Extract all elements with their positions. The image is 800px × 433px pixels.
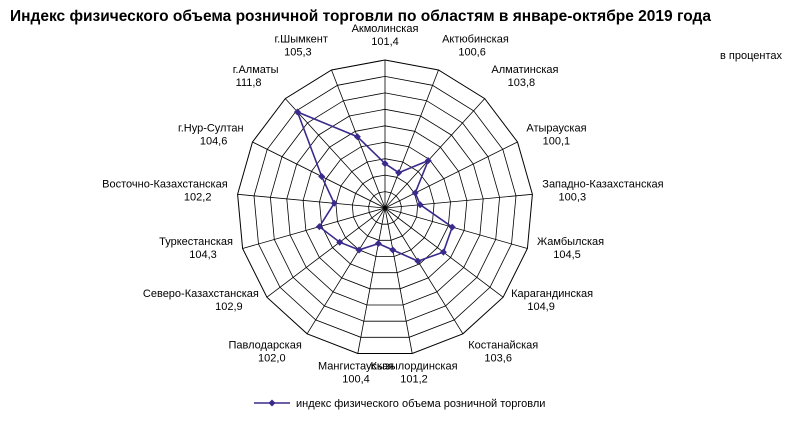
value-label-11: 102,9	[215, 301, 243, 313]
value-label-0: 101,4	[371, 36, 399, 48]
category-label-15: г.Алматы	[233, 64, 279, 76]
category-label-12: Туркестанская	[159, 236, 233, 248]
category-label-7: Костанайская	[468, 339, 538, 351]
grid-spoke	[242, 207, 386, 249]
value-label-6: 104,9	[527, 301, 555, 313]
grid-spoke	[306, 207, 386, 335]
value-label-13: 102,2	[184, 191, 212, 203]
data-point-15	[293, 108, 301, 116]
value-label-7: 103,6	[484, 352, 512, 364]
grid-ring	[302, 125, 468, 290]
category-label-9: Мангистауская	[318, 360, 394, 372]
grid-spoke	[384, 69, 439, 209]
grid-spoke	[357, 207, 386, 354]
data-point-6	[439, 248, 447, 256]
category-label-13: Восточно-Казахстанская	[102, 178, 228, 190]
unit-label: в процентах	[720, 50, 782, 62]
data-point-11	[336, 238, 344, 246]
value-label-8: 101,2	[400, 373, 428, 385]
category-label-0: Акмолинская	[352, 23, 419, 35]
category-label-11: Северо-Казахстанская	[143, 288, 259, 300]
grid-spoke	[384, 141, 518, 209]
legend-label: индекс физического объема розничной торг…	[296, 398, 545, 410]
series-group	[293, 108, 456, 265]
value-label-4: 100,3	[559, 191, 587, 203]
data-point-7	[414, 257, 422, 265]
grid-spoke	[285, 98, 386, 209]
data-point-16	[353, 133, 361, 141]
data-point-8	[389, 246, 397, 254]
grid-spoke	[252, 141, 386, 209]
grid-spoke	[237, 193, 386, 209]
grid-ring	[368, 191, 402, 225]
value-label-3: 100,1	[543, 136, 571, 148]
legend-marker	[268, 399, 276, 407]
value-label-5: 104,5	[553, 249, 581, 261]
category-label-2: Алматинская	[491, 64, 558, 76]
category-label-8: Кызылординская	[370, 360, 457, 372]
value-label-14: 104,6	[200, 136, 228, 148]
data-point-14	[318, 172, 326, 180]
chart-title: Индекс физического объема розничной торг…	[10, 8, 711, 25]
category-label-10: Павлодарская	[228, 339, 301, 351]
radar-grid	[237, 59, 533, 354]
grid-ring	[237, 59, 533, 354]
grid-ring	[319, 141, 451, 274]
series-line	[296, 110, 454, 262]
data-point-12	[315, 223, 323, 231]
category-label-1: Актюбинская	[442, 34, 509, 46]
category-label-16: г.Шымкент	[274, 34, 327, 46]
data-point-4	[416, 201, 424, 209]
grid-spoke	[384, 207, 464, 335]
value-label-15: 111,8	[236, 77, 262, 89]
grid-ring	[269, 92, 501, 322]
grid-spoke	[384, 207, 528, 249]
value-label-9: 100,4	[342, 373, 370, 385]
grid-ring	[335, 158, 435, 257]
grid-ring	[253, 75, 517, 338]
legend: индекс физического объема розничной торг…	[254, 398, 545, 410]
data-point-3	[411, 189, 419, 197]
data-point-13	[330, 199, 338, 207]
data-point-1	[395, 169, 403, 177]
value-label-10: 102,0	[258, 352, 286, 364]
grid-ring	[286, 108, 484, 306]
category-label-14: г.Нур-Султан	[178, 123, 244, 135]
data-point-9	[374, 240, 382, 248]
value-label-2: 103,8	[508, 77, 536, 89]
data-point-2	[424, 157, 432, 165]
category-label-3: Атырауская	[526, 123, 586, 135]
grid-spoke	[384, 98, 485, 209]
value-label-12: 104,3	[189, 249, 217, 261]
data-point-10	[355, 246, 363, 254]
data-point-5	[448, 223, 456, 231]
data-point-0	[381, 160, 389, 168]
grid-spoke	[384, 207, 413, 354]
category-label-6: Карагандинская	[511, 288, 593, 300]
value-label-16: 105,3	[284, 47, 312, 59]
grid-spoke	[384, 193, 533, 209]
value-label-1: 100,6	[458, 47, 486, 59]
category-label-4: Западно-Казахстанская	[542, 178, 663, 190]
grid-spoke	[266, 207, 386, 298]
category-label-5: Жамбылская	[537, 236, 604, 248]
